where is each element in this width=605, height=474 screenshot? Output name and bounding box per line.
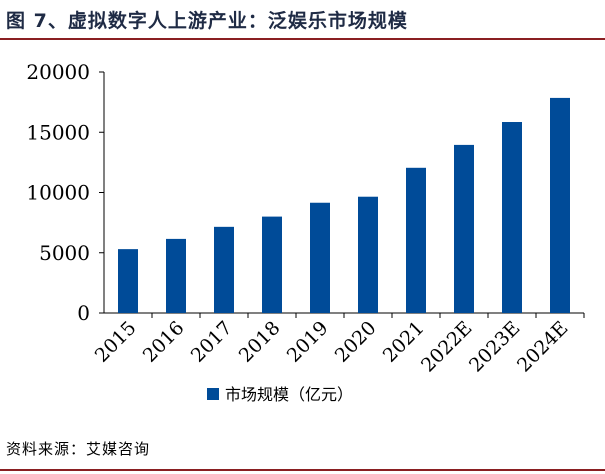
bars [118, 97, 570, 313]
bar-2023E [502, 122, 522, 313]
x-tick-label: 2019 [283, 317, 333, 367]
bar-2021 [406, 167, 426, 313]
bar-2020 [358, 196, 378, 313]
figure-title: 图 7、虚拟数字人上游产业：泛娱乐市场规模 [6, 10, 408, 32]
source-note: 资料来源：艾媒咨询 [6, 440, 151, 458]
x-axis: 20152016201720182019202020212022E2023E20… [91, 312, 585, 377]
legend-label: 市场规模（亿元） [225, 385, 353, 404]
y-tick-label: 15000 [26, 120, 90, 144]
x-tick-label: 2023E [465, 317, 525, 377]
x-tick-label: 2018 [235, 317, 285, 367]
y-tick-label: 5000 [39, 241, 90, 265]
footer-divider [0, 469, 605, 471]
title-divider [0, 38, 605, 40]
bar-2015 [118, 249, 138, 313]
bar-2022E [454, 144, 474, 313]
y-tick-label: 10000 [26, 181, 90, 205]
bar-2016 [166, 238, 186, 313]
x-tick-label: 2017 [187, 317, 237, 367]
bar-2019 [310, 202, 330, 313]
y-tick-label: 20000 [26, 60, 90, 84]
x-tick-label: 2020 [331, 317, 381, 367]
legend-swatch [207, 388, 219, 400]
legend: 市场规模（亿元） [207, 385, 353, 404]
bar-2018 [262, 216, 282, 313]
bar-chart: 0 5000 10000 15000 20000 2015201620172018201… [26, 60, 585, 404]
bar-2017 [214, 226, 234, 313]
x-tick-label: 2015 [91, 317, 141, 367]
x-tick-label: 2016 [139, 317, 189, 367]
y-tick-label: 0 [77, 301, 90, 325]
bar-2024E [550, 97, 570, 313]
x-tick-label: 2022E [417, 317, 477, 377]
y-axis: 0 5000 10000 15000 20000 [26, 60, 105, 325]
x-tick-label: 2024E [513, 317, 573, 377]
